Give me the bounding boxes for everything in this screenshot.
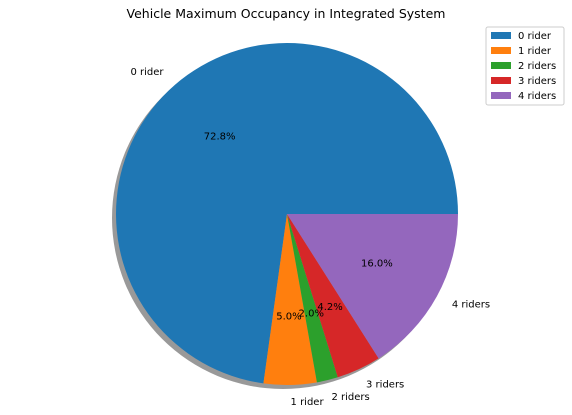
slice-label: 1 rider	[291, 397, 325, 408]
legend-entries: 0 rider 1 rider 2 riders 3 riders 4 riders	[491, 31, 556, 102]
slice-percent-label: 4.2%	[317, 302, 342, 313]
chart-title: Vehicle Maximum Occupancy in Integrated …	[127, 6, 446, 21]
legend-swatch	[491, 77, 511, 84]
pie-slices	[116, 42, 459, 385]
legend-swatch	[491, 92, 511, 99]
pie-slice	[263, 214, 317, 385]
slice-percent-label: 72.8%	[204, 132, 236, 143]
slice-percent-label: 2.0%	[299, 309, 324, 320]
legend: 0 rider 1 rider 2 riders 3 riders 4 riders	[485, 26, 565, 106]
pie-slice	[287, 214, 458, 359]
pie-slice	[287, 214, 338, 383]
slice-label: 2 riders	[331, 392, 369, 403]
legend-label: 2 riders	[518, 61, 556, 72]
slice-label: 0 rider	[130, 67, 164, 78]
legend-label: 0 rider	[518, 31, 552, 42]
slice-label: 4 riders	[452, 300, 490, 311]
legend-label: 3 riders	[518, 76, 556, 87]
legend-label: 1 rider	[518, 46, 552, 57]
legend-label: 4 riders	[518, 91, 556, 102]
legend-swatch	[491, 47, 511, 54]
pie-slice	[287, 214, 379, 378]
legend-swatch	[491, 62, 511, 69]
legend-swatch	[491, 32, 511, 39]
legend-frame	[485, 26, 565, 106]
slice-label: 3 riders	[366, 380, 404, 391]
pie-slice	[116, 42, 459, 384]
slice-percent-labels: 72.8% 5.0%2.0%4.2% 16.0%	[204, 132, 393, 323]
slice-percent-label: 16.0%	[361, 258, 393, 269]
slice-percent-label: 5.0%	[276, 312, 301, 323]
